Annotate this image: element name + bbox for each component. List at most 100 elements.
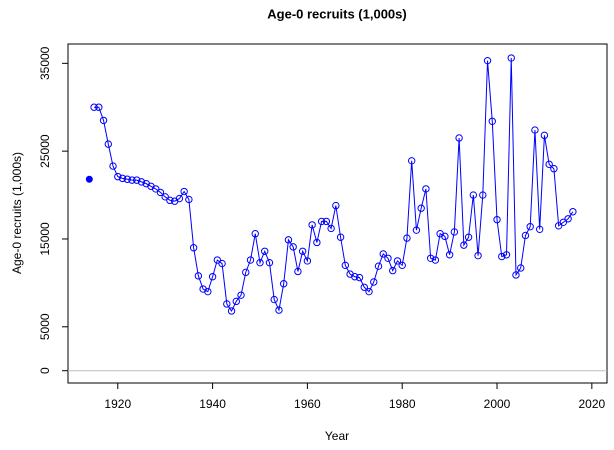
x-axis-title: Year: [325, 429, 349, 443]
data-point: [417, 204, 425, 212]
data-point: [403, 234, 411, 242]
data-point: [213, 256, 222, 264]
data-point: [118, 174, 127, 183]
data-point: [261, 247, 269, 255]
data-point: [379, 250, 387, 258]
data-point: [289, 243, 297, 251]
data-point: [180, 187, 188, 196]
data-point: [545, 160, 553, 169]
data-point: [204, 287, 212, 296]
data-point: [450, 228, 459, 236]
data-point: [137, 178, 146, 186]
data-point: [90, 103, 98, 111]
data-point: [270, 295, 278, 304]
y-axis-title: Age-0 recruits (1,000s): [10, 152, 24, 274]
data-point: [275, 306, 283, 314]
data-point: [284, 236, 293, 244]
series-line: [94, 58, 574, 312]
data-point: [531, 126, 539, 134]
data-point: [327, 224, 335, 233]
data-point: [422, 185, 430, 193]
x-tick-label: 1980: [389, 397, 416, 411]
data-point: [474, 251, 482, 260]
data-point: [99, 116, 108, 125]
data-point: [218, 259, 226, 268]
y-tick-label: 25000: [38, 134, 52, 168]
data-point: [189, 244, 198, 252]
x-tick-label: 2000: [484, 397, 511, 411]
x-tick-label: 1960: [294, 397, 321, 411]
data-point: [441, 232, 449, 241]
data-point: [483, 56, 492, 65]
y-tick-label: 15000: [38, 222, 52, 256]
data-point: [265, 258, 274, 267]
data-point: [294, 267, 302, 276]
data-point: [517, 264, 525, 272]
data-point: [374, 262, 383, 270]
data-point: [407, 157, 416, 165]
data-point: [208, 273, 217, 281]
data-point: [455, 134, 463, 142]
data-point: [521, 231, 530, 240]
data-point: [502, 251, 511, 259]
data-point: [227, 307, 236, 315]
data-point: [232, 297, 240, 306]
data-point: [332, 201, 340, 210]
data-point: [109, 162, 117, 170]
data-point: [351, 273, 359, 281]
data-point: [336, 233, 345, 241]
data-point: [223, 300, 231, 308]
data-point: [384, 254, 392, 262]
data-point: [133, 176, 141, 184]
y-tick-label: 35000: [38, 46, 52, 80]
data-point: [95, 103, 103, 111]
data-point: [460, 241, 468, 249]
data-point: [194, 272, 203, 280]
data-point: [431, 256, 440, 264]
data-point: [317, 217, 326, 226]
data-point: [393, 257, 402, 265]
x-tick-label: 1920: [104, 397, 131, 411]
data-point: [161, 193, 169, 201]
data-point: [493, 215, 501, 224]
data-point: [445, 251, 454, 259]
data-point: [303, 257, 312, 265]
data-point: [156, 188, 165, 197]
plot-box: [67, 43, 608, 384]
data-point: [355, 273, 364, 282]
data-point: [360, 283, 368, 291]
y-tick-label: 0: [38, 367, 52, 374]
data-point: [535, 225, 544, 234]
data-point: [322, 217, 331, 226]
data-point: [313, 238, 321, 247]
data-point: [237, 291, 245, 299]
data-point: [370, 278, 378, 286]
data-point: [242, 268, 250, 277]
data-point: [128, 176, 136, 184]
data-point: [389, 266, 397, 275]
data-point: [114, 172, 122, 181]
data-point: [365, 287, 373, 296]
data-point: [185, 195, 193, 204]
data-point: [166, 196, 174, 205]
data-point: [152, 185, 160, 193]
data-point: [564, 215, 572, 223]
y-tick-label: 5000: [38, 313, 52, 340]
data-point: [498, 252, 506, 261]
data-point: [104, 140, 112, 148]
data-point: [469, 191, 478, 199]
data-point: [85, 175, 93, 183]
data-point: [540, 131, 549, 140]
data-point: [464, 233, 473, 241]
data-point: [256, 258, 264, 267]
data-point: [308, 221, 316, 229]
data-point: [512, 271, 520, 279]
data-point: [507, 54, 515, 62]
data-point: [412, 226, 421, 234]
data-point: [526, 222, 534, 231]
x-tick-label: 1940: [199, 397, 226, 411]
data-point: [426, 254, 435, 262]
data-point: [251, 229, 259, 238]
data-point: [175, 194, 184, 203]
